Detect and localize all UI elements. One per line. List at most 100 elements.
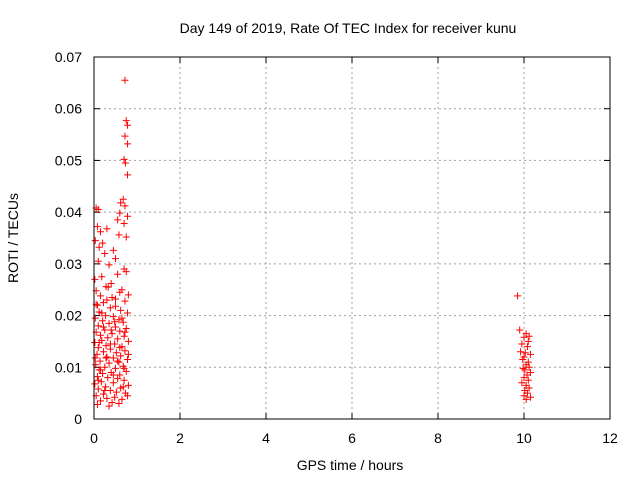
data-point [91, 380, 99, 388]
data-point [520, 374, 528, 382]
data-point [122, 117, 130, 125]
data-point [124, 337, 132, 345]
data-point [102, 383, 110, 391]
x-tick-label: 10 [516, 430, 532, 446]
y-tick-label: 0.01 [55, 359, 82, 375]
data-point [91, 275, 99, 283]
data-point [119, 318, 127, 326]
plot-frame [93, 56, 611, 420]
data-point [96, 366, 104, 374]
data-point [112, 302, 119, 310]
data-point [519, 356, 527, 364]
data-point [524, 376, 532, 384]
data-point [99, 390, 107, 398]
data-point [106, 340, 114, 348]
data-point [109, 354, 117, 362]
data-point [99, 348, 107, 356]
data-point [103, 225, 111, 233]
data-point [124, 140, 132, 148]
data-point [109, 313, 117, 321]
data-point [116, 288, 124, 296]
data-point [114, 270, 122, 278]
data-point [105, 402, 113, 410]
data-point [124, 381, 132, 389]
data-point [124, 212, 132, 220]
data-point [104, 283, 112, 291]
data-point [107, 326, 115, 334]
y-axis-label: ROTI / TECUs [5, 193, 21, 283]
data-point [101, 363, 109, 371]
data-point [109, 246, 117, 254]
data-point [121, 347, 129, 355]
data-point [93, 401, 101, 409]
data-point [102, 342, 110, 350]
data-point [105, 261, 113, 269]
data-point [114, 357, 122, 365]
data-point [97, 378, 105, 386]
data-point [99, 369, 107, 377]
data-point [120, 220, 128, 228]
data-point [94, 344, 102, 352]
data-point [96, 228, 104, 236]
data-point [112, 295, 119, 303]
data-point [116, 209, 124, 217]
data-point [124, 392, 132, 400]
data-point [116, 371, 124, 379]
data-point [524, 337, 532, 345]
data-point [91, 354, 99, 362]
y-tick-label: 0.05 [55, 152, 82, 168]
data-point [121, 202, 129, 210]
data-point [91, 314, 99, 322]
data-point [525, 332, 533, 340]
data-point [111, 393, 119, 401]
data-point [96, 292, 104, 300]
data-point [96, 397, 104, 405]
data-point [101, 250, 109, 258]
data-point [521, 366, 529, 374]
y-tick-label: 0.02 [55, 308, 82, 324]
data-point [94, 322, 102, 330]
x-tick-label: 8 [434, 430, 442, 446]
data-point [99, 299, 107, 307]
chart-title: Day 149 of 2019, Rate Of TEC Index for r… [180, 20, 517, 36]
data-point [517, 348, 525, 356]
data-point [522, 395, 530, 403]
data-point [117, 199, 125, 207]
data-point [118, 314, 126, 322]
data-point [94, 376, 102, 384]
data-point [104, 374, 112, 382]
data-point [101, 326, 109, 334]
data-point [95, 243, 103, 251]
data-point [122, 268, 130, 276]
data-point [112, 323, 119, 331]
data-point [106, 304, 114, 312]
data-point [121, 297, 129, 305]
data-point [124, 171, 132, 179]
data-point [108, 398, 116, 406]
data-point [105, 319, 113, 327]
data-point [122, 325, 130, 332]
data-point [119, 195, 127, 203]
data-point [103, 353, 111, 361]
data-point [116, 327, 124, 335]
data-point [99, 239, 107, 247]
data-point [523, 343, 531, 351]
y-tick-label: 0 [74, 411, 82, 427]
data-point [119, 383, 127, 391]
data-point [117, 306, 125, 314]
data-point [118, 395, 126, 403]
data-points-layer [91, 76, 534, 410]
data-point [114, 335, 122, 343]
data-point [101, 387, 109, 395]
y-tick-label: 0.03 [55, 256, 82, 272]
data-point [526, 393, 534, 401]
data-point [124, 121, 132, 129]
data-point [521, 349, 529, 357]
data-point [96, 357, 104, 365]
grid-layer [94, 57, 610, 419]
x-tick-label: 2 [176, 430, 184, 446]
data-point [120, 332, 128, 340]
data-point [102, 354, 110, 362]
data-point [122, 233, 130, 241]
y-tick-label: 0.07 [55, 49, 82, 65]
